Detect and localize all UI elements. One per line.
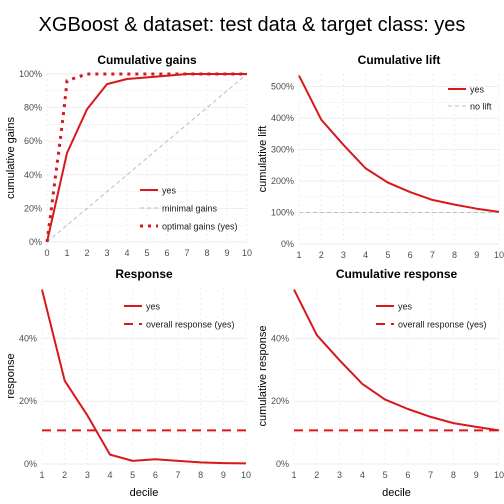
y-axis-label: cumulative response bbox=[257, 326, 269, 427]
x-tick-label: 1 bbox=[291, 470, 296, 480]
series-line bbox=[293, 289, 500, 432]
panel-title: Cumulative response bbox=[336, 267, 458, 281]
x-tick-label: 6 bbox=[164, 248, 169, 258]
y-tick-label: 100% bbox=[271, 208, 294, 218]
x-tick-label: 7 bbox=[184, 248, 189, 258]
x-tick-label: 10 bbox=[494, 250, 504, 260]
x-tick-label: 5 bbox=[144, 248, 149, 258]
x-tick-label: 5 bbox=[383, 470, 388, 480]
y-tick-label: 20% bbox=[271, 396, 289, 406]
y-tick-label: 500% bbox=[271, 82, 294, 92]
x-tick-label: 8 bbox=[451, 470, 456, 480]
series-line bbox=[46, 73, 247, 243]
series-line bbox=[46, 73, 248, 243]
x-tick-label: 4 bbox=[363, 250, 368, 260]
x-axis-label: decile bbox=[130, 487, 159, 499]
series-line bbox=[41, 289, 247, 465]
y-tick-label: 400% bbox=[271, 113, 294, 123]
y-axis-label: response bbox=[5, 353, 17, 398]
legend-label: overall response (yes) bbox=[398, 320, 487, 330]
x-tick-label: 9 bbox=[221, 470, 226, 480]
y-tick-label: 0% bbox=[276, 459, 289, 469]
x-tick-label: 8 bbox=[198, 470, 203, 480]
panel-title: Cumulative gains bbox=[97, 53, 197, 67]
chart-panel-3: 0% 20% 40% 1 2 3 4 5 6 7 8 9 10 Response response decil… bbox=[5, 267, 251, 499]
legend-label: optimal gains (yes) bbox=[162, 222, 238, 232]
legend-label: overall response (yes) bbox=[146, 320, 235, 330]
x-tick-label: 1 bbox=[39, 470, 44, 480]
x-tick-label: 4 bbox=[107, 470, 112, 480]
series-line bbox=[45, 72, 247, 243]
y-tick-label: 100% bbox=[19, 69, 42, 79]
x-tick-label: 9 bbox=[474, 250, 479, 260]
y-tick-label: 200% bbox=[271, 176, 294, 186]
x-tick-label: 9 bbox=[224, 248, 229, 258]
x-tick-label: 5 bbox=[385, 250, 390, 260]
y-tick-label: 40% bbox=[271, 333, 289, 343]
x-tick-label: 9 bbox=[474, 470, 479, 480]
x-tick-label: 10 bbox=[494, 470, 504, 480]
y-axis-label: cumulative gains bbox=[5, 117, 17, 199]
x-tick-label: 7 bbox=[175, 470, 180, 480]
x-tick-label: 4 bbox=[124, 248, 129, 258]
x-tick-label: 3 bbox=[341, 250, 346, 260]
x-tick-label: 8 bbox=[204, 248, 209, 258]
panel-title: Response bbox=[115, 267, 173, 281]
x-tick-label: 1 bbox=[296, 250, 301, 260]
x-tick-label: 0 bbox=[44, 248, 49, 258]
y-tick-label: 0% bbox=[24, 459, 37, 469]
x-tick-label: 2 bbox=[84, 248, 89, 258]
x-tick-label: 8 bbox=[452, 250, 457, 260]
x-tick-label: 4 bbox=[360, 470, 365, 480]
chart-panel-4: 0% 20% 40% 1 2 3 4 5 6 7 8 9 10 Cumulative response cu… bbox=[257, 267, 504, 499]
panel-title: Cumulative lift bbox=[358, 53, 441, 67]
chart-panel-1: 0% 20% 40% 60% 80% 100% 0 1 2 3 4 5 6 7 8 9 10 Cumulative… bbox=[5, 53, 252, 258]
chart-panel-2: 0% 100% 200% 300% 400% 500% 1 2 3 4 5 6 7 8 9 10 Cumulat… bbox=[257, 53, 504, 260]
legend-label: no lift bbox=[470, 102, 492, 112]
x-tick-label: 7 bbox=[430, 250, 435, 260]
y-tick-label: 0% bbox=[281, 239, 294, 249]
series-line bbox=[298, 75, 500, 213]
x-tick-label: 7 bbox=[428, 470, 433, 480]
x-tick-label: 3 bbox=[337, 470, 342, 480]
x-tick-label: 6 bbox=[405, 470, 410, 480]
legend-label: yes bbox=[398, 302, 413, 312]
legend-label: yes bbox=[146, 302, 161, 312]
x-tick-label: 10 bbox=[242, 248, 252, 258]
figure-title: XGBoost & dataset: test data & target cl… bbox=[38, 14, 466, 36]
y-tick-label: 0% bbox=[29, 237, 42, 247]
y-tick-label: 20% bbox=[24, 203, 42, 213]
y-tick-label: 40% bbox=[24, 170, 42, 180]
x-tick-label: 6 bbox=[153, 470, 158, 480]
x-tick-label: 1 bbox=[64, 248, 69, 258]
legend-label: yes bbox=[162, 186, 177, 196]
y-tick-label: 40% bbox=[19, 333, 37, 343]
x-axis-label: decile bbox=[382, 487, 411, 499]
x-tick-label: 5 bbox=[130, 470, 135, 480]
x-tick-label: 10 bbox=[241, 470, 251, 480]
y-tick-label: 60% bbox=[24, 136, 42, 146]
x-tick-label: 3 bbox=[104, 248, 109, 258]
x-tick-label: 6 bbox=[408, 250, 413, 260]
legend-label: minimal gains bbox=[162, 204, 218, 214]
y-tick-label: 80% bbox=[24, 103, 42, 113]
x-tick-label: 2 bbox=[319, 250, 324, 260]
y-axis-label: cumulative lift bbox=[257, 126, 269, 193]
legend-label: yes bbox=[470, 85, 485, 95]
x-tick-label: 2 bbox=[62, 470, 67, 480]
x-tick-label: 3 bbox=[85, 470, 90, 480]
y-tick-label: 20% bbox=[19, 396, 37, 406]
x-tick-label: 2 bbox=[314, 470, 319, 480]
y-tick-label: 300% bbox=[271, 145, 294, 155]
